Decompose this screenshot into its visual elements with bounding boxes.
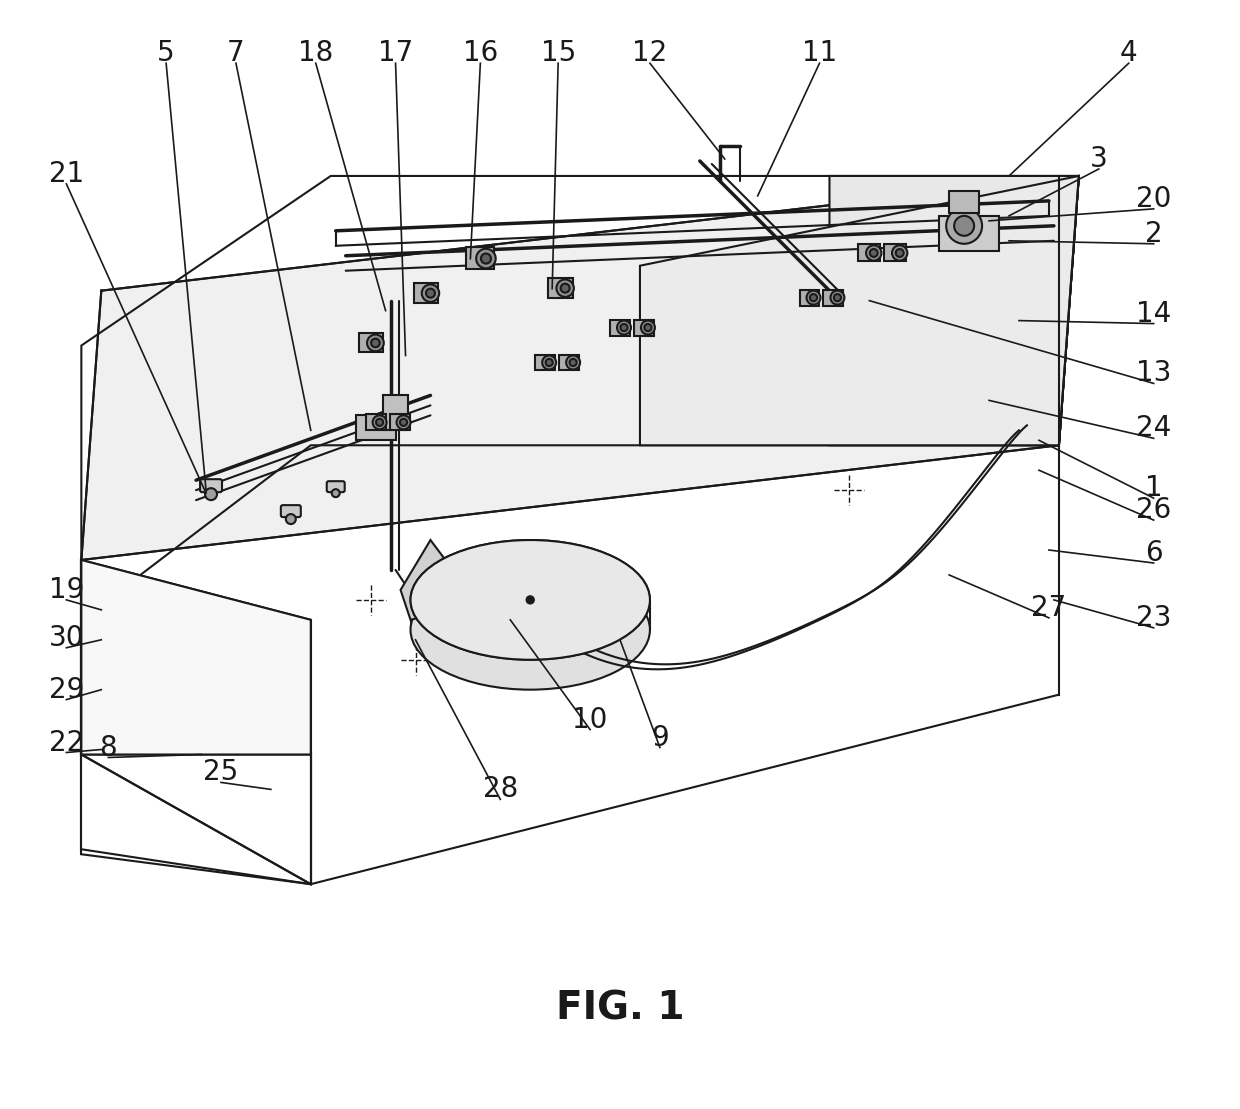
Polygon shape bbox=[82, 176, 1079, 560]
Text: 25: 25 bbox=[203, 759, 238, 786]
FancyBboxPatch shape bbox=[200, 479, 222, 492]
Circle shape bbox=[526, 596, 534, 604]
Text: 19: 19 bbox=[48, 576, 84, 604]
Ellipse shape bbox=[410, 540, 650, 660]
Circle shape bbox=[954, 216, 975, 236]
Text: 16: 16 bbox=[463, 39, 498, 68]
Bar bbox=[823, 289, 843, 306]
FancyBboxPatch shape bbox=[356, 416, 396, 440]
FancyBboxPatch shape bbox=[939, 216, 999, 251]
Circle shape bbox=[946, 207, 982, 244]
Ellipse shape bbox=[410, 570, 650, 690]
Circle shape bbox=[810, 294, 817, 302]
Text: FIG. 1: FIG. 1 bbox=[556, 990, 684, 1028]
Text: 12: 12 bbox=[632, 39, 667, 68]
Circle shape bbox=[422, 284, 439, 302]
Bar bbox=[413, 283, 439, 303]
Circle shape bbox=[476, 248, 496, 268]
Bar bbox=[466, 247, 495, 269]
Text: 24: 24 bbox=[1136, 415, 1172, 442]
FancyBboxPatch shape bbox=[326, 481, 345, 492]
Circle shape bbox=[376, 419, 383, 426]
Circle shape bbox=[806, 291, 821, 305]
Text: 20: 20 bbox=[1136, 185, 1172, 213]
Circle shape bbox=[401, 419, 407, 426]
Text: 23: 23 bbox=[1136, 603, 1172, 632]
Bar bbox=[610, 319, 630, 336]
Text: 5: 5 bbox=[157, 39, 175, 68]
Text: 15: 15 bbox=[541, 39, 575, 68]
Circle shape bbox=[546, 359, 553, 366]
Circle shape bbox=[560, 284, 569, 293]
Circle shape bbox=[367, 335, 384, 352]
Polygon shape bbox=[640, 176, 1079, 446]
FancyBboxPatch shape bbox=[383, 396, 408, 430]
Text: 27: 27 bbox=[1032, 593, 1066, 622]
Bar bbox=[389, 415, 409, 430]
Circle shape bbox=[620, 324, 627, 332]
Text: 21: 21 bbox=[48, 160, 84, 187]
Circle shape bbox=[831, 291, 844, 305]
Text: 6: 6 bbox=[1145, 539, 1162, 567]
Circle shape bbox=[869, 250, 878, 257]
Circle shape bbox=[332, 489, 340, 497]
Text: 7: 7 bbox=[227, 39, 244, 68]
Text: 3: 3 bbox=[1090, 145, 1107, 173]
Polygon shape bbox=[830, 176, 1079, 446]
Circle shape bbox=[373, 416, 387, 429]
Circle shape bbox=[866, 245, 882, 261]
Text: 30: 30 bbox=[48, 623, 84, 652]
Text: 2: 2 bbox=[1145, 220, 1162, 247]
Text: 22: 22 bbox=[48, 729, 84, 756]
Text: 4: 4 bbox=[1120, 39, 1137, 68]
Text: 14: 14 bbox=[1136, 299, 1172, 327]
Circle shape bbox=[557, 279, 574, 297]
Text: 13: 13 bbox=[1136, 359, 1172, 387]
Bar bbox=[884, 244, 906, 262]
Circle shape bbox=[205, 488, 217, 500]
Text: 26: 26 bbox=[1136, 496, 1172, 525]
Circle shape bbox=[892, 245, 908, 261]
Text: 1: 1 bbox=[1145, 475, 1162, 502]
Bar bbox=[634, 319, 653, 336]
Circle shape bbox=[481, 254, 491, 264]
Text: 28: 28 bbox=[482, 775, 518, 803]
Bar bbox=[858, 244, 880, 262]
Circle shape bbox=[569, 359, 577, 366]
Bar bbox=[800, 289, 820, 306]
Text: 8: 8 bbox=[99, 733, 117, 762]
Circle shape bbox=[427, 288, 435, 297]
Bar bbox=[366, 415, 386, 430]
Polygon shape bbox=[401, 540, 460, 620]
Text: 17: 17 bbox=[378, 39, 413, 68]
Polygon shape bbox=[82, 560, 311, 754]
Bar bbox=[548, 277, 573, 297]
Bar bbox=[559, 355, 579, 370]
Polygon shape bbox=[82, 560, 311, 754]
Text: 9: 9 bbox=[651, 723, 668, 752]
Text: 29: 29 bbox=[48, 675, 84, 704]
Circle shape bbox=[895, 250, 904, 257]
FancyBboxPatch shape bbox=[280, 505, 301, 517]
Circle shape bbox=[286, 515, 296, 525]
Circle shape bbox=[397, 416, 410, 429]
Circle shape bbox=[833, 294, 841, 302]
Text: 18: 18 bbox=[298, 39, 334, 68]
Bar bbox=[358, 333, 383, 352]
Circle shape bbox=[567, 356, 580, 369]
Text: 10: 10 bbox=[573, 705, 608, 733]
Bar bbox=[536, 355, 556, 370]
Bar bbox=[949, 191, 980, 213]
Text: 11: 11 bbox=[802, 39, 837, 68]
Circle shape bbox=[641, 321, 655, 335]
Circle shape bbox=[542, 356, 557, 369]
Circle shape bbox=[645, 324, 651, 332]
Circle shape bbox=[371, 338, 379, 347]
Circle shape bbox=[618, 321, 631, 335]
